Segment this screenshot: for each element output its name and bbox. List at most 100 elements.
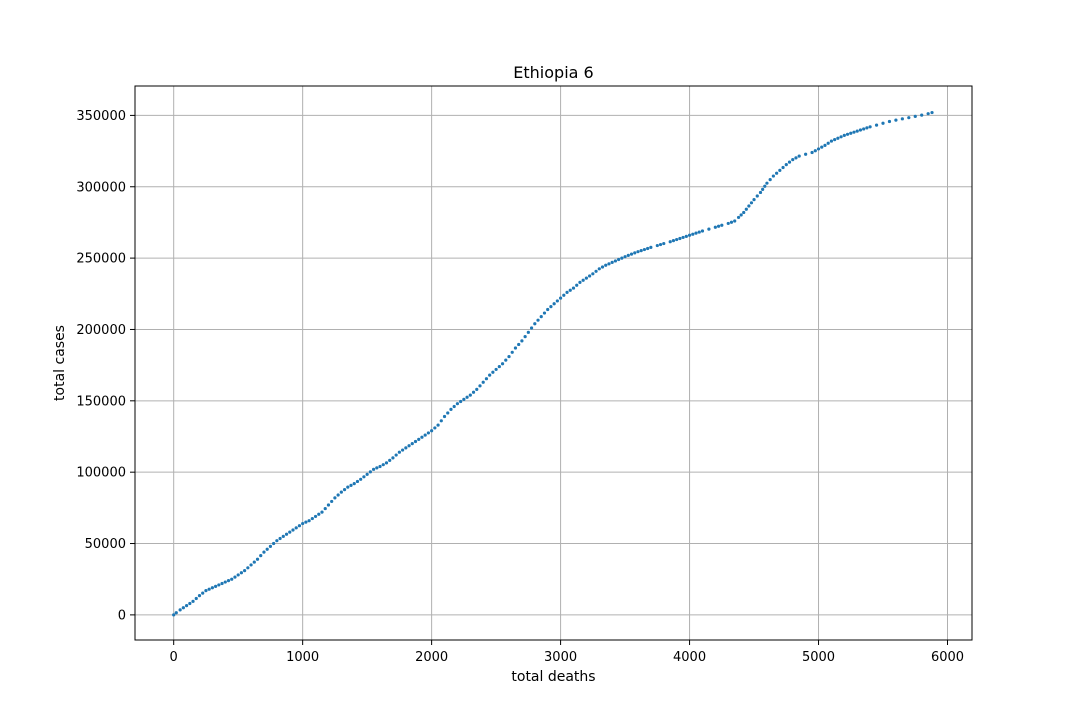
data-point [691, 232, 695, 236]
x-tick-label: 3000 [544, 650, 577, 665]
x-tick-label: 6000 [931, 650, 964, 665]
data-point [742, 210, 746, 215]
data-point [523, 334, 527, 339]
data-point [500, 362, 505, 366]
data-point [858, 128, 863, 132]
data-point [744, 207, 748, 211]
data-point [620, 256, 624, 260]
data-point [436, 423, 440, 427]
data-point [820, 145, 824, 149]
data-point [671, 239, 676, 243]
data-point [542, 311, 547, 315]
data-point [381, 463, 385, 467]
data-point [646, 246, 650, 251]
data-point [494, 367, 498, 372]
data-point [578, 280, 582, 284]
data-point [397, 450, 401, 454]
data-point [739, 213, 743, 217]
data-point [533, 322, 537, 326]
data-point [320, 510, 324, 514]
data-point [720, 223, 724, 227]
y-tick-label: 300000 [76, 180, 126, 195]
data-point [810, 150, 814, 155]
data-point [636, 250, 640, 254]
data-point [536, 318, 540, 322]
data-point [668, 240, 672, 244]
data-point [304, 520, 308, 524]
data-point [752, 197, 756, 202]
data-point [600, 265, 605, 269]
data-point [442, 414, 447, 419]
data-point [930, 110, 934, 115]
data-point [368, 470, 372, 474]
data-point [394, 453, 398, 457]
data-point [823, 143, 827, 147]
data-point [813, 149, 817, 153]
data-point [452, 404, 456, 409]
y-tick-label: 0 [118, 608, 126, 623]
data-point [778, 168, 782, 172]
x-axis-label: total deaths [511, 669, 595, 685]
data-point [675, 237, 679, 242]
data-point [642, 247, 647, 252]
data-point [678, 236, 682, 241]
data-point [352, 481, 356, 486]
data-point [571, 286, 576, 290]
data-point [581, 278, 585, 282]
data-point [391, 456, 395, 460]
data-point [388, 458, 392, 462]
data-point [816, 147, 821, 151]
data-point [223, 580, 227, 584]
data-point [430, 429, 434, 433]
x-tick-label: 1000 [286, 650, 319, 665]
data-point [839, 135, 843, 139]
data-point [784, 163, 788, 167]
data-point [323, 506, 327, 511]
data-point [188, 601, 192, 606]
data-point [465, 395, 469, 399]
data-point [375, 466, 379, 470]
data-point [794, 156, 798, 160]
x-tick-label: 0 [170, 650, 178, 665]
data-point [758, 190, 763, 195]
x-tick-label: 4000 [673, 650, 706, 665]
data-point [233, 575, 237, 579]
data-point [920, 113, 924, 117]
data-point [868, 125, 872, 129]
data-point [249, 563, 253, 567]
data-point [497, 364, 501, 369]
data-point [384, 461, 389, 465]
data-point [749, 201, 754, 205]
data-point [787, 160, 792, 164]
data-point [726, 221, 730, 226]
data-point [736, 215, 741, 220]
data-point [365, 472, 369, 476]
data-point [401, 448, 405, 452]
data-point [562, 293, 566, 297]
data-point [262, 550, 266, 554]
data-point [468, 393, 472, 397]
data-point [313, 514, 318, 519]
data-point [410, 442, 414, 446]
data-point [413, 439, 418, 444]
data-point [597, 267, 601, 271]
data-point [433, 426, 437, 430]
data-point [781, 165, 785, 170]
data-point [565, 290, 569, 294]
data-point [426, 431, 431, 435]
data-point [700, 229, 705, 233]
data-point [729, 220, 734, 224]
data-point [484, 377, 489, 381]
data-point [346, 485, 350, 489]
data-point [588, 274, 592, 278]
data-point [594, 269, 598, 273]
data-point [181, 606, 185, 610]
y-tick-label: 250000 [76, 252, 126, 267]
data-point [378, 464, 382, 469]
data-point [330, 499, 334, 504]
data-point [862, 127, 866, 131]
data-point [504, 358, 508, 362]
data-point [455, 402, 460, 406]
chart-title: Ethiopia 6 [513, 63, 593, 82]
data-point [894, 118, 898, 122]
